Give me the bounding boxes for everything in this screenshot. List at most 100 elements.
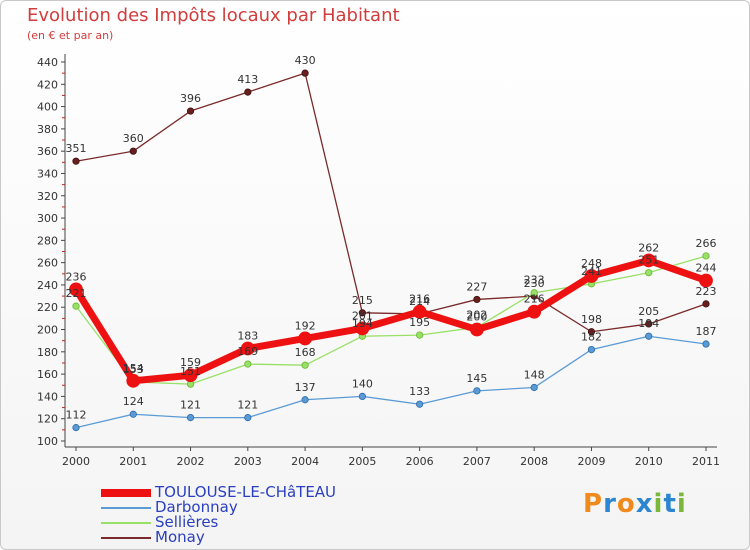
y-tick-label: 340 <box>37 167 58 180</box>
data-point <box>702 300 710 308</box>
proxiti-logo: Proxiti <box>583 489 687 519</box>
y-tick-label: 120 <box>37 413 58 426</box>
x-tick-label: 2000 <box>62 455 90 468</box>
data-point <box>301 396 309 404</box>
logo-letter: t <box>663 489 677 519</box>
data-label: 169 <box>237 345 258 358</box>
legend-item: TOULOUSE-LE-CHâTEAU <box>101 485 336 500</box>
x-tick-label: 2003 <box>234 455 262 468</box>
legend-label: Monay <box>155 528 205 546</box>
data-label: 182 <box>581 331 602 344</box>
series-line <box>75 335 707 429</box>
data-label: 145 <box>466 372 487 385</box>
x-tick-label: 2008 <box>520 455 548 468</box>
data-label: 121 <box>180 399 201 412</box>
data-point <box>530 289 538 297</box>
data-label: 159 <box>180 356 201 369</box>
legend-swatch-sellieres <box>101 521 151 524</box>
x-tick-label: 2009 <box>577 455 605 468</box>
data-label: 202 <box>466 308 487 321</box>
y-tick-label: 360 <box>37 145 58 158</box>
data-label: 192 <box>295 319 316 332</box>
data-label: 227 <box>466 280 487 293</box>
data-label: 153 <box>123 363 144 376</box>
data-label: 133 <box>409 385 430 398</box>
series-line <box>75 72 707 333</box>
legend-item: Monay <box>101 530 336 545</box>
data-label: 223 <box>696 285 717 298</box>
y-tick-label: 380 <box>37 123 58 136</box>
data-point <box>587 328 596 336</box>
data-label: 121 <box>237 399 258 412</box>
data-label: 124 <box>123 395 144 408</box>
y-tick-label: 140 <box>37 390 58 403</box>
data-label: 112 <box>66 409 87 422</box>
chart-axes: 100 120 140 160 180 200 220 240 260 280 300 320 340 3… <box>37 54 720 468</box>
logo-letter: i <box>653 489 664 519</box>
legend-label: Sellières <box>155 513 219 531</box>
legend-item: Darbonnay <box>101 500 336 515</box>
data-point <box>645 269 653 277</box>
data-point <box>702 340 710 348</box>
data-point <box>240 341 255 356</box>
data-label: 195 <box>409 316 430 329</box>
legend-swatch-monay <box>101 536 151 539</box>
data-point <box>645 332 653 340</box>
x-tick-label: 2002 <box>177 455 205 468</box>
legend-label: TOULOUSE-LE-CHâTEAU <box>155 483 337 501</box>
data-point <box>416 400 424 408</box>
data-label: 183 <box>237 329 258 342</box>
data-point <box>358 309 366 317</box>
data-label: 216 <box>524 293 545 306</box>
data-point <box>355 321 370 336</box>
data-label: 140 <box>352 377 373 390</box>
logo-letter: P <box>583 489 604 519</box>
data-label: 233 <box>524 274 545 287</box>
data-label: 266 <box>696 237 717 250</box>
data-point <box>470 322 484 337</box>
y-tick-label: 220 <box>37 301 58 314</box>
x-tick-label: 2004 <box>291 455 319 468</box>
data-point <box>699 273 713 288</box>
data-point <box>244 413 252 422</box>
legend-swatch-toulouse <box>101 488 151 497</box>
data-label: 360 <box>123 132 144 145</box>
data-label: 216 <box>409 293 430 306</box>
data-label: 430 <box>295 54 316 67</box>
y-tick-label: 180 <box>37 346 58 359</box>
data-label: 168 <box>295 346 316 359</box>
logo-letter: r <box>603 489 617 519</box>
data-point <box>587 345 596 354</box>
data-label: 248 <box>581 257 602 270</box>
data-point <box>641 253 656 268</box>
y-tick-label: 240 <box>37 279 58 292</box>
data-label: 230 <box>524 277 545 290</box>
logo-letter: x <box>635 489 654 519</box>
data-label: 221 <box>66 287 87 300</box>
data-point <box>473 387 481 395</box>
data-label: 201 <box>352 309 373 322</box>
data-label: 251 <box>638 254 659 267</box>
data-label: 413 <box>237 73 258 86</box>
legend-label: Darbonnay <box>155 498 238 516</box>
data-point <box>183 368 198 383</box>
data-label: 236 <box>66 270 87 283</box>
chart-title: Evolution des Impôts locaux par Habitant <box>27 5 400 26</box>
data-point <box>473 295 481 304</box>
y-tick-label: 260 <box>37 257 58 270</box>
data-point <box>244 360 252 368</box>
data-label: 215 <box>352 294 373 307</box>
y-tick-label: 440 <box>37 56 58 69</box>
x-tick-label: 2001 <box>119 455 147 468</box>
data-point <box>72 157 80 165</box>
y-tick-label: 100 <box>37 435 58 448</box>
data-point <box>584 269 599 283</box>
data-label: 194 <box>352 317 373 330</box>
data-label: 198 <box>581 313 602 326</box>
chart-series <box>69 69 713 432</box>
x-tick-label: 2005 <box>348 455 376 468</box>
data-label: 205 <box>638 305 659 318</box>
data-label: 241 <box>581 265 602 278</box>
y-tick-label: 420 <box>37 78 58 91</box>
data-point <box>358 392 366 401</box>
